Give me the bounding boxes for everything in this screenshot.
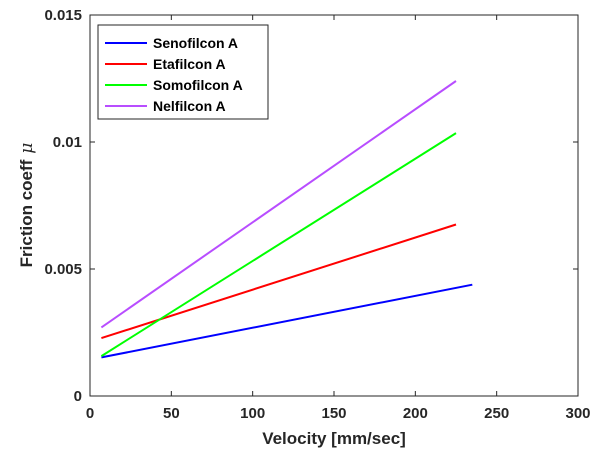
y-tick-label: 0.015 bbox=[44, 7, 82, 24]
legend-label: Senofilcon A bbox=[153, 35, 238, 51]
legend: Senofilcon A Etafilcon A Somofilcon A Nelfi… bbox=[98, 25, 268, 119]
x-tick-label: 50 bbox=[163, 405, 180, 422]
x-tick-label: 0 bbox=[86, 405, 94, 422]
x-tick-label: 150 bbox=[321, 405, 346, 422]
y-axis-label-text: Friction coeff bbox=[17, 159, 36, 267]
x-tick-label: 250 bbox=[484, 405, 509, 422]
y-axis-label-mu-symbol: μ bbox=[17, 143, 37, 154]
y-tick-label: 0.01 bbox=[53, 134, 82, 151]
y-tick-label: 0.005 bbox=[44, 261, 82, 278]
legend-label: Somofilcon A bbox=[153, 77, 243, 93]
legend-label: Nelfilcon A bbox=[153, 98, 226, 114]
x-tick-label: 200 bbox=[403, 405, 428, 422]
y-axis-label: Friction coeff μ bbox=[17, 143, 37, 268]
x-tick-label: 300 bbox=[565, 405, 590, 422]
legend-label: Etafilcon A bbox=[153, 56, 226, 72]
y-tick-label: 0 bbox=[74, 388, 82, 405]
x-tick-label: 100 bbox=[240, 405, 265, 422]
x-axis-label: Velocity [mm/sec] bbox=[262, 429, 406, 448]
